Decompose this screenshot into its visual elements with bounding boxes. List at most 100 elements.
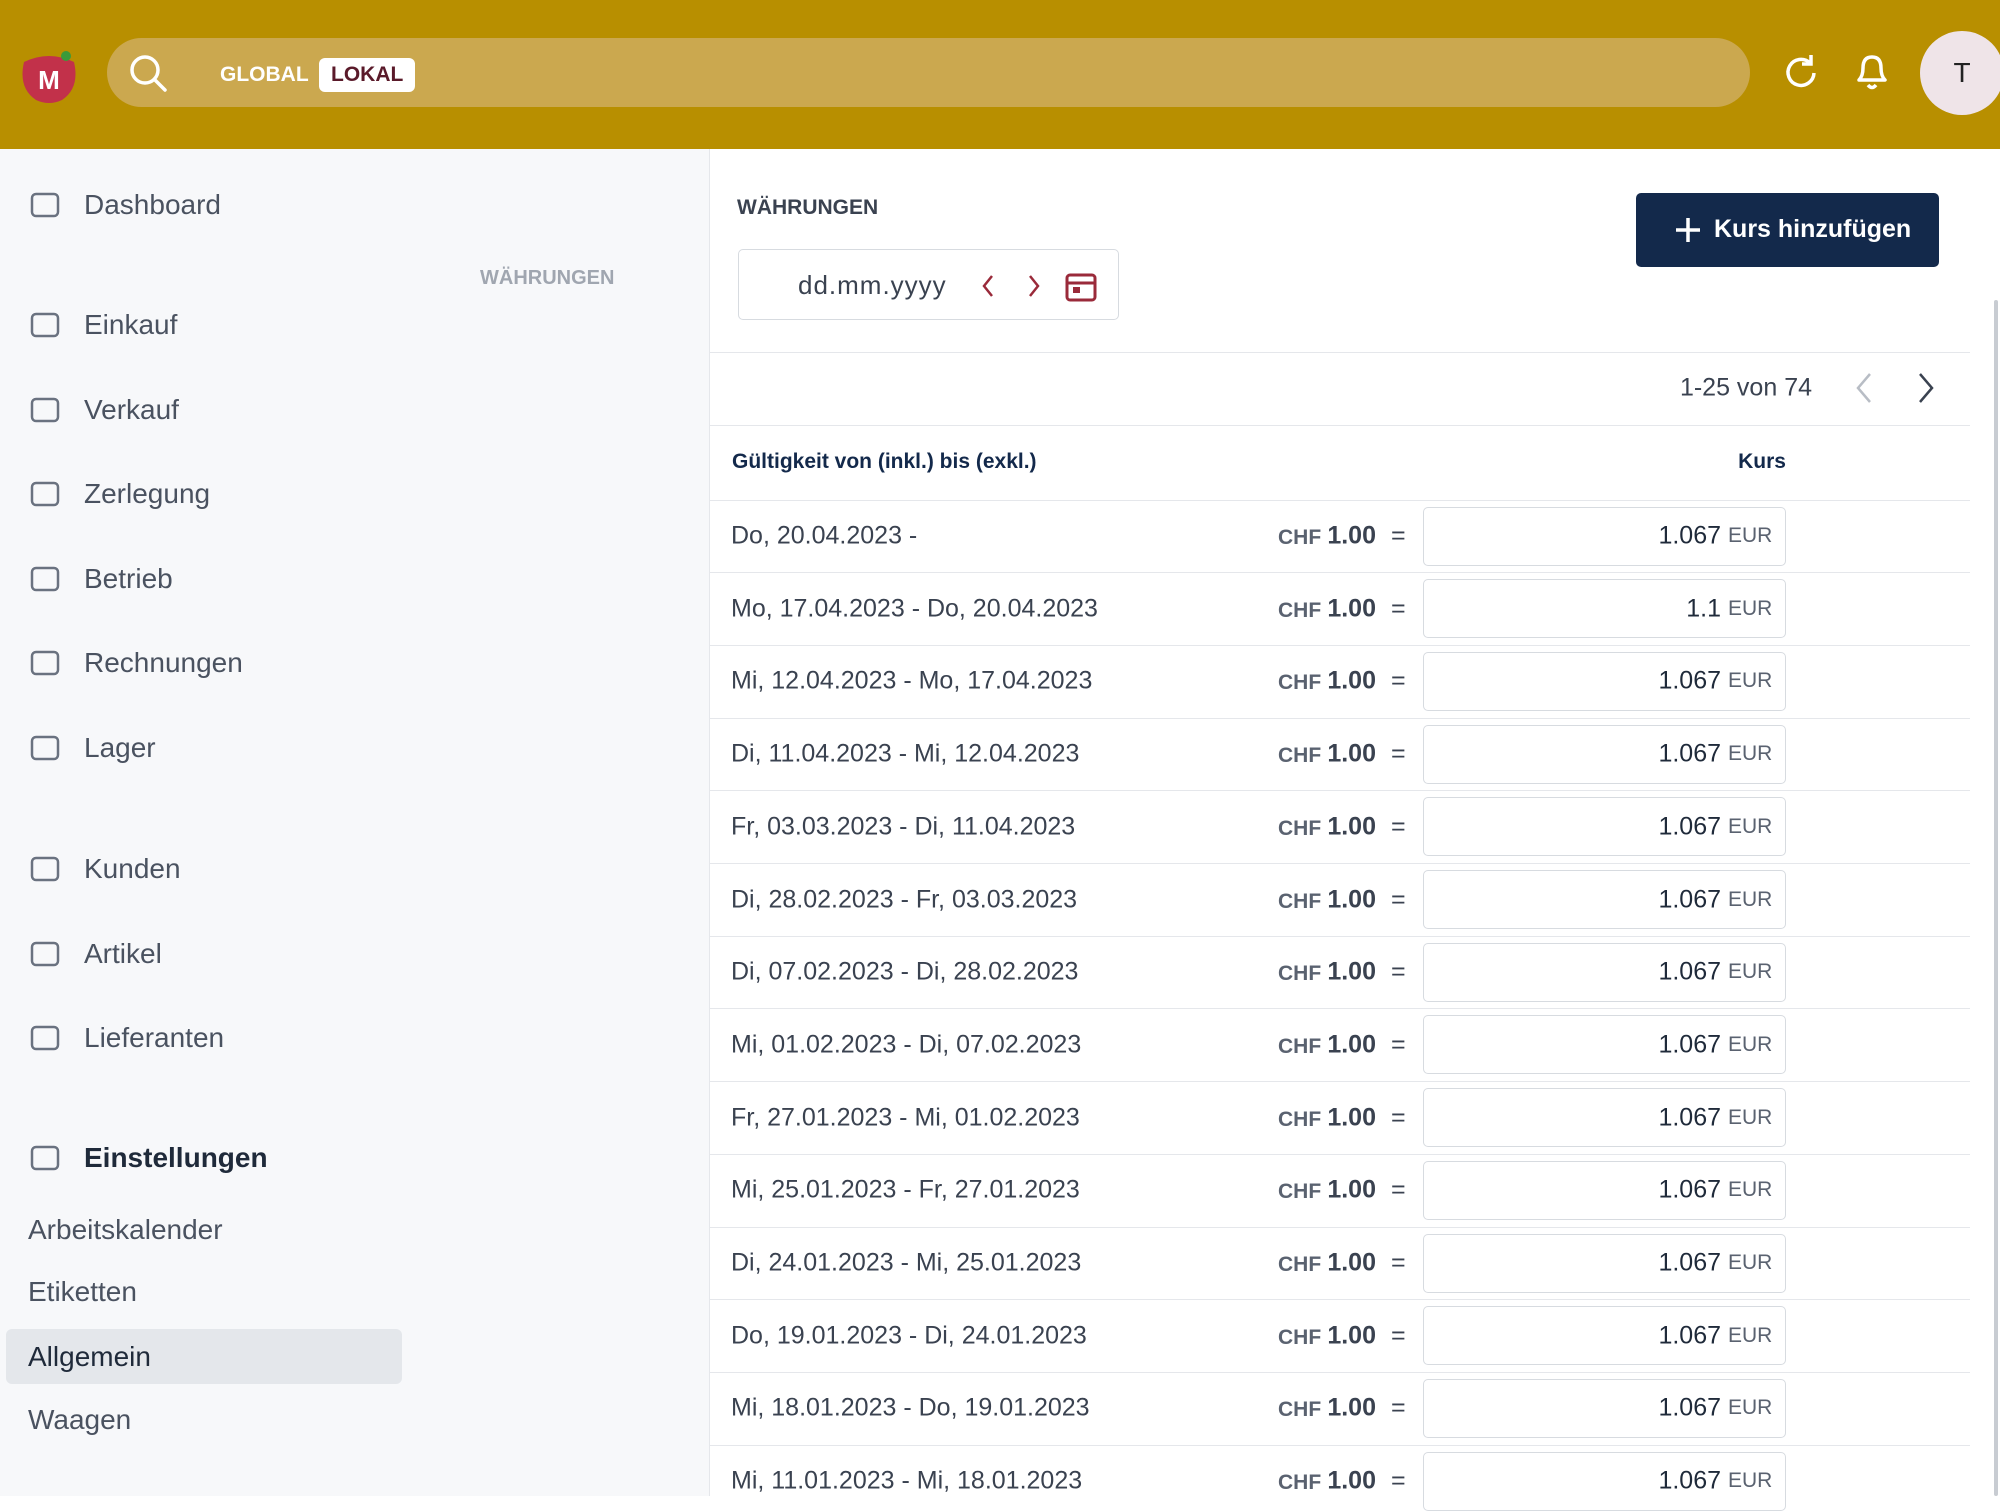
rate-input[interactable] <box>1423 579 1786 639</box>
period: Di, 07.02.2023 - Di, 28.02.2023 <box>731 957 1079 986</box>
nav-icon <box>30 1145 60 1171</box>
rate-input[interactable] <box>1423 797 1786 857</box>
from-amount: 1.00 <box>1327 1175 1376 1204</box>
period: Mi, 01.02.2023 - Di, 07.02.2023 <box>731 1030 1082 1059</box>
divider <box>709 425 1970 426</box>
row-divider <box>709 790 1970 792</box>
from-amount: 1.00 <box>1327 1466 1376 1495</box>
logo-text: M <box>38 65 60 95</box>
divider <box>709 352 1970 353</box>
from-currency: CHF <box>1278 889 1322 913</box>
settings-item[interactable]: Allgemein <box>28 1341 151 1372</box>
refresh-icon[interactable] <box>1780 52 1822 94</box>
bell-icon[interactable] <box>1851 50 1893 94</box>
from-currency: CHF <box>1278 671 1322 695</box>
from-currency: CHF <box>1278 598 1322 622</box>
from-amount: 1.00 <box>1327 1248 1376 1277</box>
from-currency: CHF <box>1278 816 1322 840</box>
date-controls[interactable] <box>980 270 1100 302</box>
avatar[interactable]: T <box>1920 31 2000 115</box>
rate-input[interactable] <box>1423 1015 1786 1075</box>
nav-item[interactable]: Einkauf <box>84 309 178 340</box>
from-currency: CHF <box>1278 1107 1322 1131</box>
nav-item[interactable]: Kunden <box>84 853 181 884</box>
pagination-label: 1-25 von 74 <box>1679 373 1812 402</box>
rate-input[interactable] <box>1423 1088 1786 1148</box>
nav-icon <box>30 856 60 882</box>
nav-icon <box>30 1025 60 1051</box>
equals: = <box>1391 957 1406 986</box>
date-input[interactable] <box>738 249 1119 320</box>
nav-icon <box>30 566 60 591</box>
nav-icon <box>30 397 60 422</box>
sidebar <box>0 149 710 1496</box>
period: Di, 11.04.2023 - Mi, 12.04.2023 <box>731 739 1080 768</box>
row-divider <box>709 717 1970 719</box>
plus-icon <box>1676 218 1700 242</box>
pagination-arrows[interactable] <box>1848 370 1944 406</box>
from-amount: 1.00 <box>1327 1321 1376 1350</box>
nav-icon <box>30 941 60 966</box>
equals: = <box>1391 1321 1406 1350</box>
rate-input[interactable] <box>1423 1233 1786 1293</box>
equals: = <box>1391 812 1406 841</box>
from-currency: CHF <box>1278 1034 1322 1058</box>
equals: = <box>1391 1393 1406 1422</box>
settings-item[interactable]: Waagen <box>28 1404 132 1435</box>
from-currency: CHF <box>1278 1253 1322 1276</box>
rate-input[interactable] <box>1423 942 1786 1002</box>
nav-item[interactable]: Dashboard <box>84 189 221 220</box>
logo: M <box>22 51 76 103</box>
period: Mi, 18.01.2023 - Do, 19.01.2023 <box>731 1393 1090 1422</box>
from-amount: 1.00 <box>1327 957 1376 986</box>
scope-global[interactable]: GLOBAL <box>220 63 309 86</box>
add-button[interactable] <box>1636 193 1939 267</box>
nav-icon <box>30 650 60 676</box>
from-amount: 1.00 <box>1327 885 1376 913</box>
nav-item[interactable]: Verkauf <box>84 393 179 425</box>
nav-item[interactable]: Artikel <box>84 937 162 969</box>
period: Di, 24.01.2023 - Mi, 25.01.2023 <box>731 1248 1082 1277</box>
row-divider <box>709 1081 1970 1083</box>
row-divider <box>709 1299 1970 1301</box>
equals: = <box>1391 1248 1406 1277</box>
nav-icon <box>30 312 60 338</box>
equals: = <box>1391 1030 1406 1059</box>
equals: = <box>1391 521 1406 550</box>
nav-icon <box>30 481 60 507</box>
from-currency: CHF <box>1278 1471 1322 1495</box>
row-divider <box>709 935 1970 937</box>
rate-input[interactable] <box>1423 506 1786 566</box>
from-amount: 1.00 <box>1327 594 1376 623</box>
rate-input[interactable] <box>1423 1451 1786 1511</box>
nav-item[interactable]: Lieferanten <box>84 1022 225 1053</box>
nav-item[interactable]: Rechnungen <box>84 647 243 678</box>
period: Fr, 03.03.2023 - Di, 11.04.2023 <box>731 812 1076 841</box>
scope-lokal[interactable]: LOKAL <box>319 58 416 92</box>
nav-item[interactable]: Lager <box>84 731 156 763</box>
rate-input[interactable] <box>1423 724 1786 784</box>
nav-icon <box>30 735 60 760</box>
settings-item[interactable]: Etiketten <box>28 1276 137 1307</box>
rate-input[interactable] <box>1423 651 1786 711</box>
date-placeholder: dd.mm.yyyy <box>798 270 947 300</box>
settings-item[interactable]: Arbeitskalender <box>28 1214 223 1245</box>
nav-item[interactable]: Betrieb <box>84 562 173 594</box>
search-icon[interactable] <box>128 53 168 93</box>
nav-item[interactable]: Zerlegung <box>84 478 211 509</box>
nav-icon <box>30 192 60 218</box>
nav-item[interactable]: Einstellungen <box>84 1142 268 1173</box>
from-amount: 1.00 <box>1327 739 1376 768</box>
equals: = <box>1391 1175 1406 1204</box>
from-currency: CHF <box>1278 526 1322 549</box>
rate-input[interactable] <box>1423 1160 1786 1220</box>
from-amount: 1.00 <box>1327 666 1376 695</box>
from-currency: CHF <box>1278 1325 1322 1349</box>
rate-input[interactable] <box>1423 870 1786 929</box>
period: Do, 20.04.2023 - <box>731 521 918 550</box>
rate-input[interactable] <box>1423 1306 1786 1366</box>
row-divider <box>709 863 1970 864</box>
rate-input[interactable] <box>1423 1378 1786 1438</box>
scrollbar[interactable] <box>1994 300 1998 1496</box>
